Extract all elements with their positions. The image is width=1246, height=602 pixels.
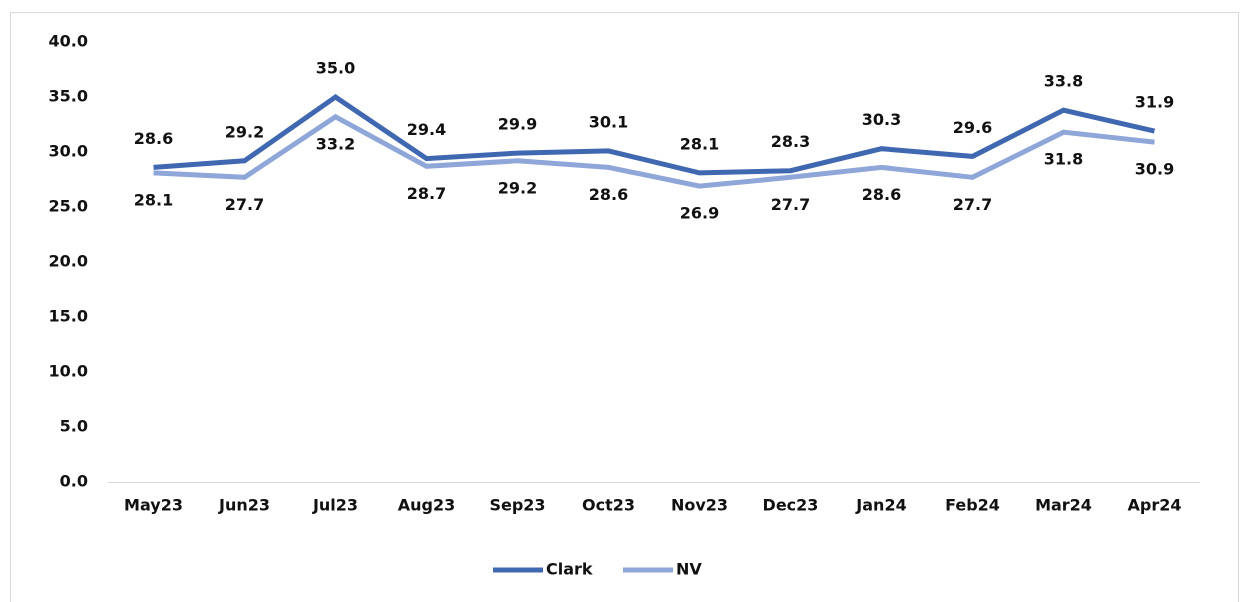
data-label: 28.6 (134, 129, 173, 148)
chart-border (10, 12, 1239, 602)
y-tick-label: 0.0 (60, 472, 88, 491)
x-tick-label: Sep23 (489, 496, 545, 515)
y-tick-label: 35.0 (49, 87, 88, 106)
data-label: 35.0 (316, 59, 355, 78)
data-label: 28.6 (862, 185, 901, 204)
data-label: 30.3 (862, 110, 901, 129)
data-label: 30.9 (1135, 160, 1174, 179)
data-label: 31.8 (1044, 150, 1083, 169)
series-line (153, 93, 1156, 176)
legend-label: Clark (546, 560, 593, 579)
x-tick-label: Oct23 (582, 496, 635, 515)
data-label: 28.3 (771, 132, 810, 151)
y-tick-label: 5.0 (60, 417, 88, 436)
data-label: 30.1 (589, 112, 628, 131)
data-label: 28.6 (589, 185, 628, 204)
data-label: 29.9 (498, 115, 537, 134)
series-line (153, 113, 1155, 189)
x-tick-label: May23 (124, 496, 183, 515)
legend-label: NV (676, 560, 702, 579)
x-tick-label: Dec23 (763, 496, 819, 515)
data-label: 29.2 (225, 122, 264, 141)
x-tick-label: Jul23 (312, 496, 358, 515)
data-label: 29.4 (407, 120, 446, 139)
x-tick-label: Jan24 (855, 496, 906, 515)
data-label: 33.8 (1044, 72, 1083, 91)
x-tick-label: Jun23 (218, 496, 270, 515)
data-label: 33.2 (316, 134, 355, 153)
x-tick-label: Mar24 (1035, 496, 1092, 515)
data-label: 28.1 (680, 134, 719, 153)
x-tick-label: Apr24 (1128, 496, 1182, 515)
y-tick-label: 10.0 (49, 362, 88, 381)
y-tick-label: 30.0 (49, 142, 88, 161)
data-label: 26.9 (680, 204, 719, 223)
data-label: 27.7 (771, 195, 810, 214)
y-tick-label: 15.0 (49, 307, 88, 326)
x-tick-label: Aug23 (398, 496, 456, 515)
data-label: 28.1 (134, 190, 173, 209)
data-label: 29.2 (498, 178, 537, 197)
data-label: 31.9 (1135, 93, 1174, 112)
data-label: 28.7 (407, 184, 446, 203)
y-tick-label: 20.0 (49, 252, 88, 271)
x-tick-label: Feb24 (945, 496, 1000, 515)
y-tick-label: 40.0 (49, 32, 88, 51)
data-label: 29.6 (953, 118, 992, 137)
data-label: 27.7 (225, 195, 264, 214)
x-tick-label: Nov23 (671, 496, 728, 515)
y-tick-label: 25.0 (49, 197, 88, 216)
data-label: 27.7 (953, 195, 992, 214)
